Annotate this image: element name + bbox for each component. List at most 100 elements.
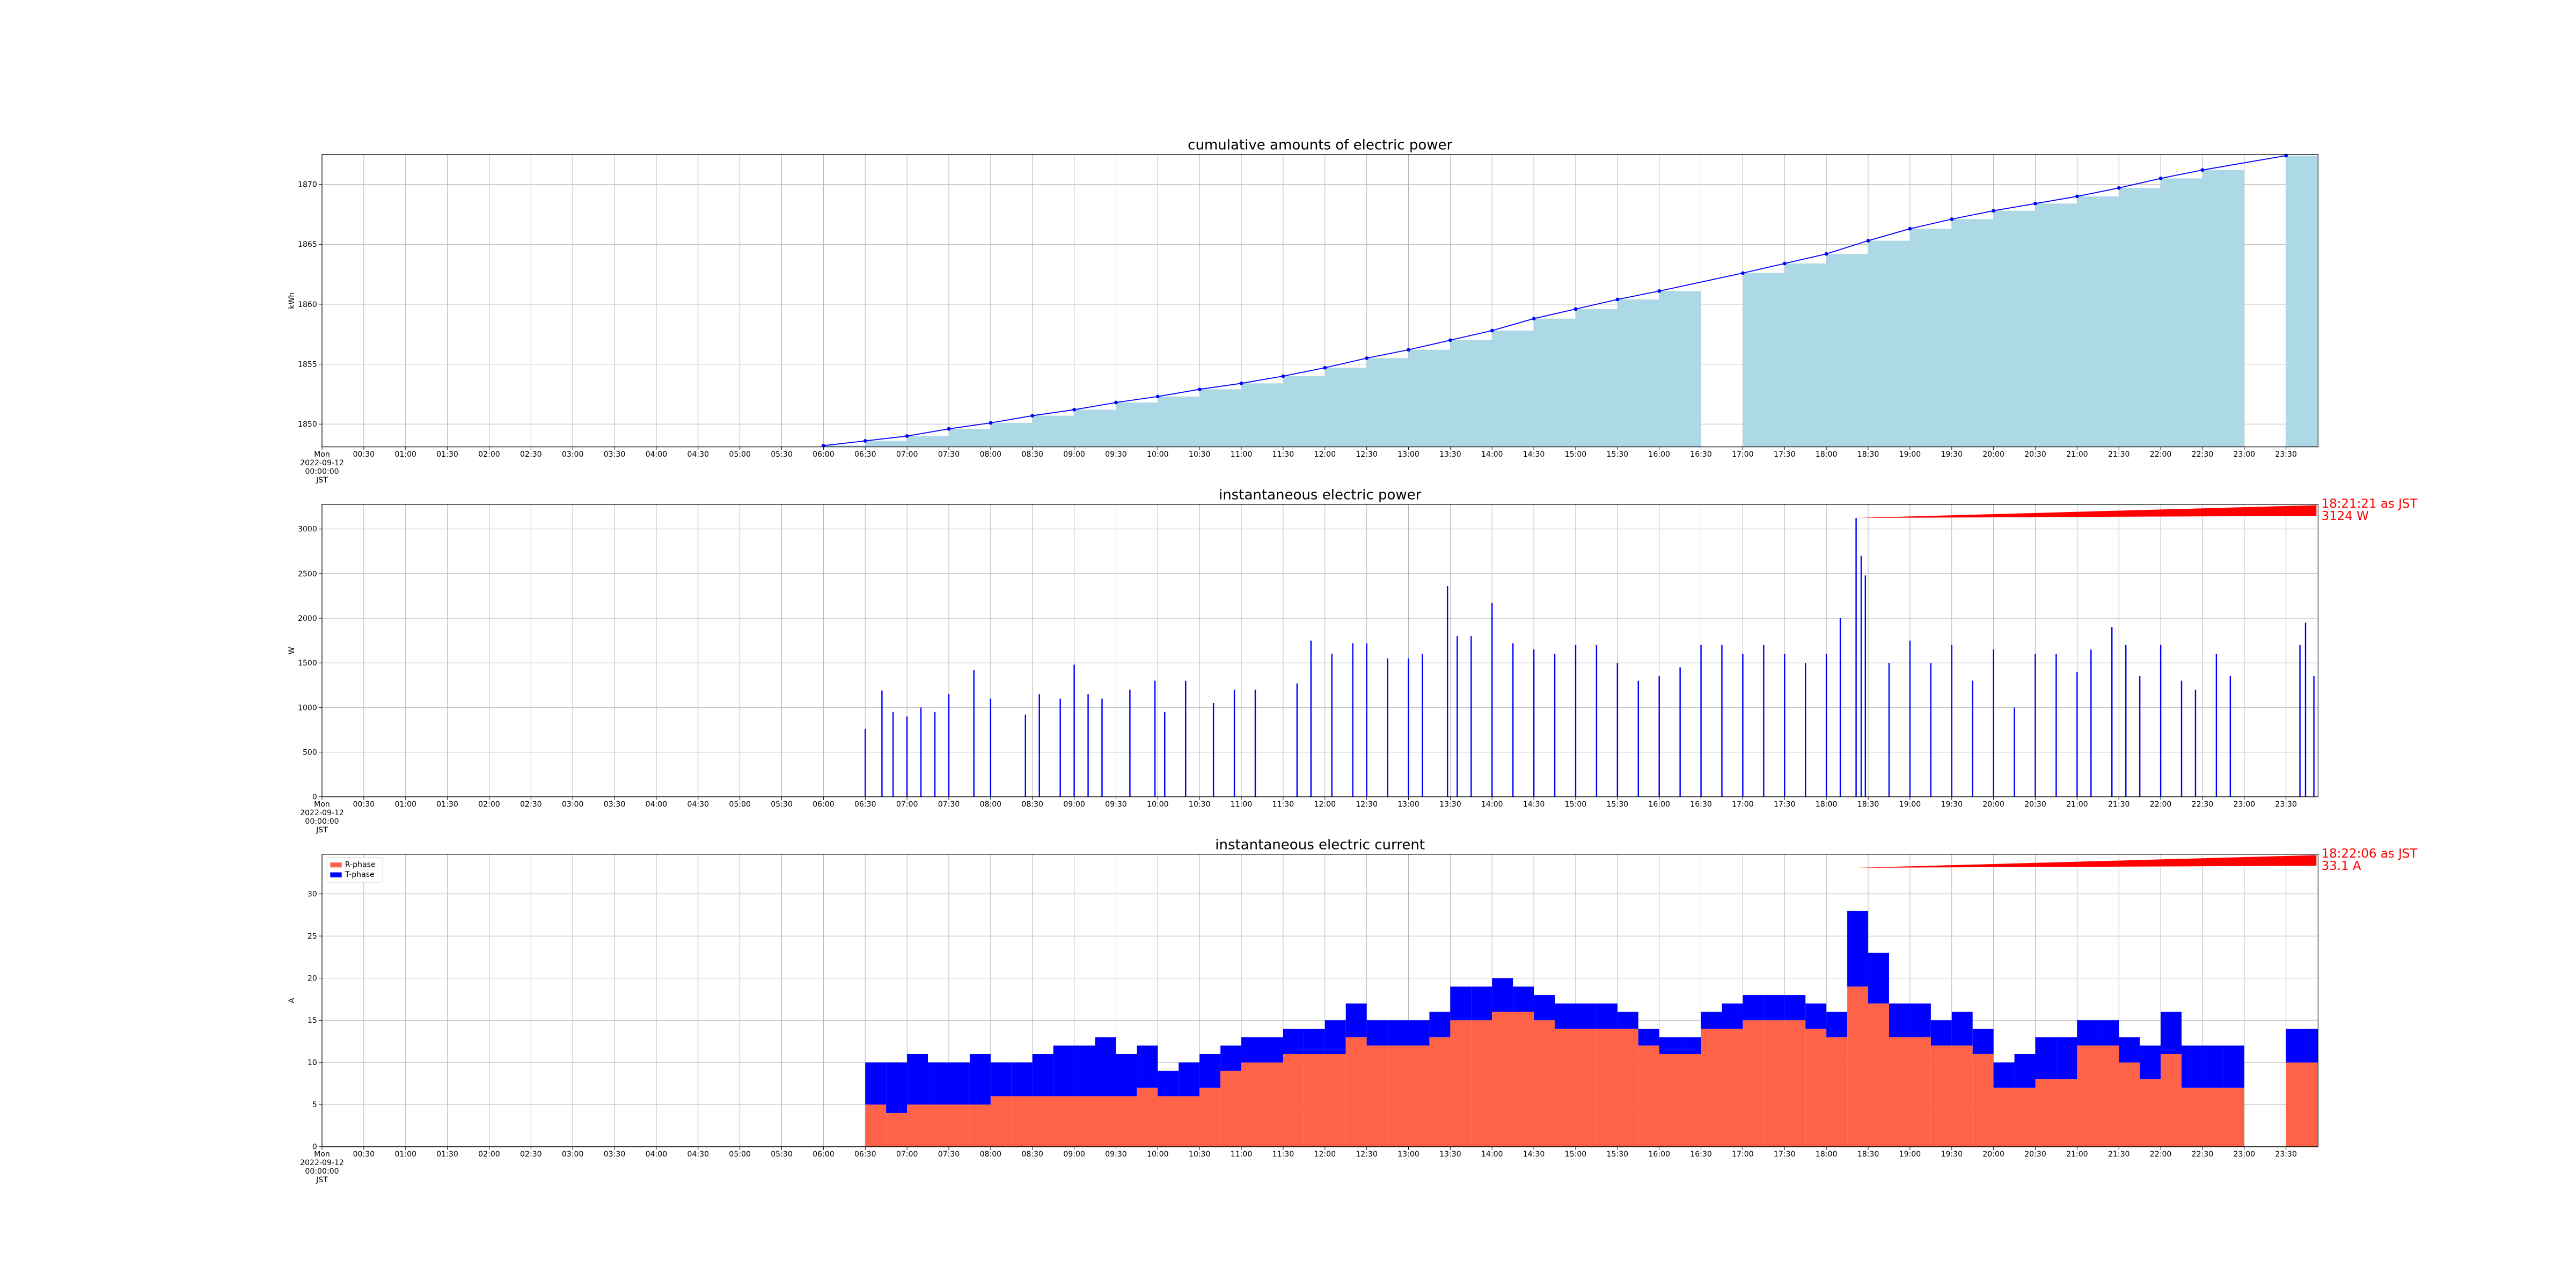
stacked-bar [1993,1062,2015,1088]
x-tick-label: 14:30 [1523,800,1545,809]
x-tick-label: 06:30 [854,450,876,459]
x-tick-label: 16:30 [1690,800,1712,809]
stacked-bar [1617,1028,1638,1147]
x-tick-label: 13:30 [1439,1150,1461,1159]
stacked-bar [1387,1020,1409,1046]
x-tick-label: 23:00 [2234,800,2256,809]
stacked-bar [2202,1087,2223,1147]
x-tick-label: 22:00 [2150,1150,2172,1159]
stacked-bar [1972,1028,1994,1055]
stacked-bar [1032,1054,1053,1096]
x-tick-label: 07:00 [896,450,918,459]
marker [1657,289,1662,293]
stacked-bar [2202,1045,2223,1088]
stacked-bar [948,1104,970,1147]
x-tick-label: 04:30 [687,800,709,809]
x-tick-label: 14:00 [1481,450,1503,459]
stacked-bar [1408,1045,1430,1147]
stacked-bar [1993,1087,2015,1147]
stacked-bar [1199,1087,1221,1147]
stacked-bar [1513,1012,1534,1147]
x-tick-label: 01:30 [436,1150,458,1159]
x-tick-label: 12:30 [1356,800,1378,809]
x-tick-label: 05:30 [771,1150,793,1159]
stacked-bar [1617,1012,1638,1029]
stacked-bar [1847,911,1869,987]
legend-swatch [330,872,342,877]
stacked-bar [2161,1012,2182,1055]
x-tick-label: 20:30 [2024,800,2046,809]
stacked-bar [1179,1062,1200,1096]
x-tick-label: 08:00 [980,450,1002,459]
stacked-bar [1784,995,1806,1021]
stacked-bar [1951,1012,1973,1046]
stacked-bar [1492,1012,1513,1147]
bar [2161,178,2202,447]
x-tick-label: 14:00 [1481,800,1503,809]
stacked-bar [2035,1037,2057,1080]
x-tick-label: 20:30 [2024,450,2046,459]
stacked-bar [1220,1045,1242,1071]
stacked-bar [1826,1012,1848,1037]
stacked-bar [928,1062,949,1105]
x-tick-label: 17:00 [1732,1150,1754,1159]
stacked-bar [1743,1020,1764,1147]
stacked-bar [1596,1003,1618,1029]
stacked-bar [2223,1087,2244,1147]
stacked-bar [1158,1071,1179,1096]
stacked-bar [1074,1096,1095,1147]
stacked-bar [2182,1045,2202,1088]
x-tick-label: 17:30 [1774,450,1796,459]
x-tick-label: 04:00 [646,450,668,459]
stacked-bar [1805,1003,1827,1029]
bar [1868,240,1910,447]
marker [1574,307,1578,311]
x-tick-label: 03:30 [604,1150,626,1159]
x-tick-label: 17:00 [1732,450,1754,459]
bar [1199,389,1242,447]
x-tick-label: 08:00 [980,1150,1002,1159]
marker [947,427,951,431]
x-tick-label: 02:00 [478,1150,500,1159]
annotation: 18:22:06 as JST 33.1 A [2322,847,2418,873]
stacked-bar [2056,1079,2077,1147]
marker [905,434,909,438]
x-tick-label: 04:30 [687,1150,709,1159]
marker [1615,297,1620,302]
bar [1575,309,1618,447]
x-tick-label: 14:00 [1481,1150,1503,1159]
x-tick-label: 04:00 [646,800,668,809]
y-tick-label: 1870 [298,180,317,189]
x-tick-label: 11:00 [1231,1150,1253,1159]
stacked-bar [1053,1045,1074,1096]
stacked-bar [2014,1054,2036,1088]
x-tick-label: 15:00 [1565,800,1587,809]
stacked-bar [1743,995,1764,1021]
stacked-bar [886,1113,908,1147]
x-tick-label: 09:30 [1105,1150,1127,1159]
x-tick-label: 15:30 [1607,450,1629,459]
stacked-bar [1972,1054,1994,1147]
stacked-bar [2077,1045,2098,1147]
stacked-bar [2119,1037,2140,1063]
bar [1116,402,1158,447]
axes-frame [321,854,2318,1147]
x-tick-label: 19:00 [1899,450,1921,459]
x-tick-label: 19:30 [1941,1150,1963,1159]
stacked-bar [1701,1028,1722,1147]
x-tick-label: 06:00 [813,450,835,459]
stacked-bar [1513,986,1534,1012]
x-tick-label: 16:00 [1648,1150,1670,1159]
legend-label: R-phase [345,861,376,869]
x-tick-label: 18:00 [1816,450,1838,459]
x-tick-label: 02:30 [520,450,542,459]
x-tick-label: 21:30 [2108,450,2130,459]
stacked-bar [2035,1079,2057,1147]
x-tick-label: 19:00 [1899,800,1921,809]
stacked-bar [1555,1003,1576,1029]
bar [1784,263,1827,447]
x-tick-label: 11:30 [1272,1150,1294,1159]
stacked-bar [2098,1045,2119,1147]
x-tick-label: 22:30 [2192,450,2214,459]
x-tick-label: 13:00 [1397,800,1419,809]
